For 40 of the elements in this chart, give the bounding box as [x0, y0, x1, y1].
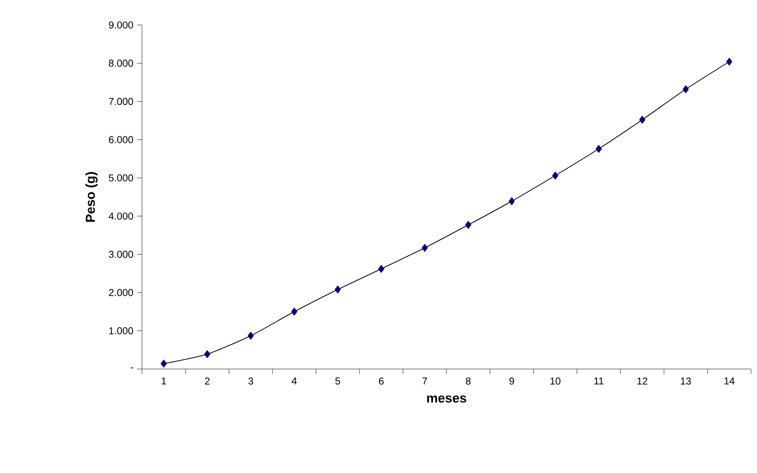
point — [422, 244, 428, 252]
x-axis-title: meses — [427, 395, 466, 403]
x-tick-label: 13 — [680, 378, 691, 385]
point — [596, 144, 602, 153]
point — [378, 264, 384, 273]
y-tick-label: 8.000 — [108, 60, 134, 67]
point — [726, 58, 732, 66]
y-tick-label: - — [130, 367, 134, 368]
x-tick-label: 7 — [422, 378, 428, 384]
point — [639, 116, 646, 124]
point — [291, 308, 298, 316]
point — [682, 85, 689, 94]
y-tick-label: 4.000 — [108, 212, 134, 220]
x-tick-label: 2 — [204, 378, 210, 385]
point — [248, 332, 254, 340]
point — [204, 350, 210, 358]
x-tick-label: 3 — [248, 378, 254, 385]
point — [160, 360, 167, 368]
y-tick-label: 9.000 — [108, 21, 134, 29]
point — [508, 197, 515, 206]
x-tick-label: 6 — [378, 378, 384, 385]
y-tick-label: 3.000 — [108, 250, 134, 258]
y-tick-label: 6.000 — [108, 136, 134, 144]
point — [552, 172, 558, 180]
x-tick-label: 5 — [335, 378, 340, 385]
x-tick-label: 12 — [637, 378, 648, 385]
x-tick-label: 1 — [162, 378, 166, 384]
x-tick-label: 9 — [509, 378, 514, 385]
x-tick-label: 11 — [594, 378, 604, 384]
point — [465, 221, 472, 229]
x-tick-label: 10 — [550, 378, 560, 385]
x-tick-label: 8 — [466, 378, 471, 385]
y-tick-label: 1.000 — [109, 327, 134, 334]
y-tick-label: 2.000 — [108, 289, 134, 296]
x-tick-label: 14 — [724, 378, 735, 384]
y-axis-title: Peso (g) — [85, 172, 98, 222]
point — [334, 286, 341, 294]
x-tick-label: 4 — [292, 378, 297, 384]
y-tick-label: 7.000 — [108, 98, 134, 105]
y-tick-label: 5.000 — [108, 174, 134, 182]
